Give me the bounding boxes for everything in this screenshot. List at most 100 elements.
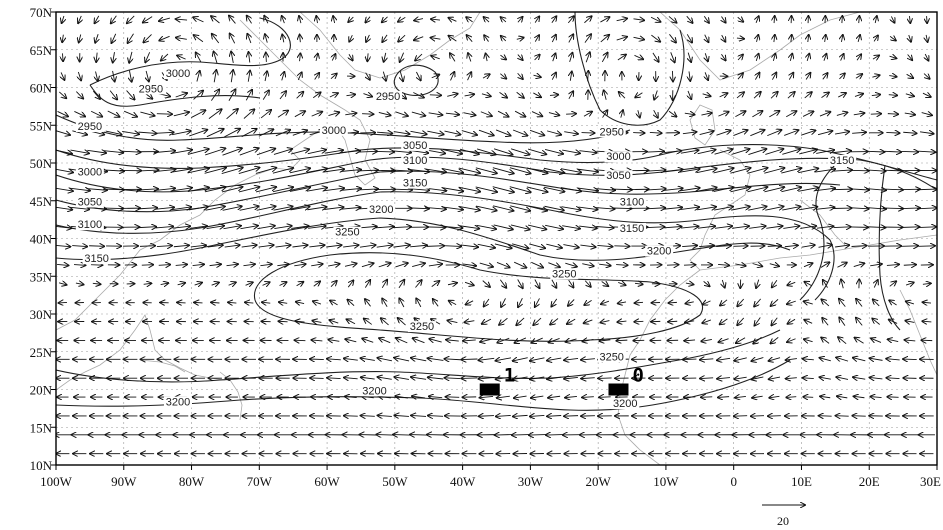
wind-arrow [214, 70, 216, 83]
wind-arrow [679, 188, 700, 191]
wind-arrow [289, 168, 310, 174]
wind-arrow [256, 206, 276, 211]
wind-arrow [688, 90, 691, 99]
wind-arrow [442, 226, 463, 228]
wind-arrow [685, 302, 694, 304]
wind-arrow [398, 280, 404, 289]
wind-arrow [341, 151, 360, 153]
wind-arrow [475, 186, 497, 192]
wind-arrow [289, 187, 310, 192]
wind-arrow [867, 151, 885, 152]
contour-label-bg [163, 396, 192, 408]
wind-arrow [889, 320, 898, 324]
wind-arrow [808, 35, 809, 43]
wind-arrow [874, 35, 878, 42]
wind-arrow [570, 53, 573, 62]
contour-label-bg [163, 68, 192, 80]
wind-arrow [824, 54, 826, 61]
wind-arrow [774, 35, 775, 43]
wind-arrow [398, 17, 406, 21]
wind-arrow [790, 54, 792, 62]
wind-arrow [476, 148, 496, 155]
wind-arrow [547, 377, 562, 379]
wind-arrow [512, 129, 527, 136]
wind-arrow [78, 15, 81, 23]
wind-arrow [73, 265, 85, 266]
wind-arrow [612, 208, 631, 209]
wind-arrow [197, 71, 200, 82]
wind-arrow [633, 37, 645, 39]
wind-arrow [428, 113, 443, 115]
wind-arrow [189, 130, 207, 137]
wind-arrow [916, 189, 937, 190]
wind-arrow [635, 93, 643, 98]
lat-tick-label: 60N [30, 81, 53, 96]
wind-arrow [791, 35, 792, 43]
wind-arrow [346, 94, 355, 95]
wind-arrow [774, 16, 775, 24]
wind-arrow [501, 298, 505, 307]
wind-arrow [175, 93, 187, 97]
wind-arrow [96, 52, 97, 62]
wind-arrow [872, 75, 879, 77]
wind-arrow [852, 132, 866, 133]
wind-arrow [138, 227, 157, 228]
wind-arrow [663, 207, 682, 209]
wind-arrow [92, 283, 101, 284]
wind-arrow [292, 245, 307, 247]
wind-arrow [836, 357, 849, 361]
wind-arrow [464, 321, 475, 323]
wind-arrow [804, 320, 813, 324]
wind-arrow [458, 206, 480, 210]
wind-arrow [510, 224, 530, 230]
lon-tick-label: 20W [586, 474, 612, 489]
wind-arrow [786, 111, 796, 118]
contour-line [393, 64, 439, 96]
wind-arrow [327, 359, 341, 360]
wind-arrow [463, 113, 475, 116]
contour-label-bg [75, 121, 104, 133]
wind-arrow [548, 262, 560, 268]
wind-arrow [160, 283, 169, 285]
wind-arrow [76, 91, 83, 99]
lat-tick-label: 55N [30, 118, 53, 133]
wind-arrow [832, 189, 852, 190]
wind-arrow [682, 246, 697, 247]
wind-arrow [820, 262, 829, 268]
wind-arrow [306, 188, 327, 192]
wind-arrow [853, 113, 865, 115]
wind-arrow [799, 207, 817, 210]
wind-arrow [652, 52, 659, 62]
wind-arrow [295, 340, 306, 341]
wind-arrow [579, 226, 597, 228]
wind-arrow [891, 16, 894, 22]
wind-arrow [731, 149, 749, 155]
wind-arrow [904, 113, 915, 115]
wind-arrow [825, 35, 826, 43]
wind-arrow [853, 263, 865, 266]
wind-arrow [815, 207, 834, 209]
wind-arrow [821, 337, 830, 344]
wind-arrow [222, 206, 242, 211]
contour-label-bg [75, 166, 104, 178]
wind-arrow [448, 320, 458, 322]
wind-arrow [365, 16, 370, 23]
wind-arrow [411, 377, 427, 379]
wind-arrow [866, 170, 886, 171]
wind-arrow [889, 281, 896, 286]
wind-arrow [721, 53, 725, 60]
wind-arrow [866, 189, 886, 191]
wind-arrow [749, 226, 766, 228]
wind-arrow [177, 55, 186, 59]
wind-arrow [86, 189, 106, 191]
wind-arrow [871, 338, 882, 342]
wind-arrow [109, 90, 117, 100]
wind-arrow [211, 16, 220, 24]
station-marker-label: 0 [632, 365, 643, 387]
wind-arrow [74, 111, 85, 116]
wind-arrow [511, 243, 528, 249]
wind-arrow [923, 74, 930, 79]
wind-arrow [703, 301, 711, 305]
wind-arrow [731, 226, 749, 228]
wind-arrow [247, 16, 252, 24]
